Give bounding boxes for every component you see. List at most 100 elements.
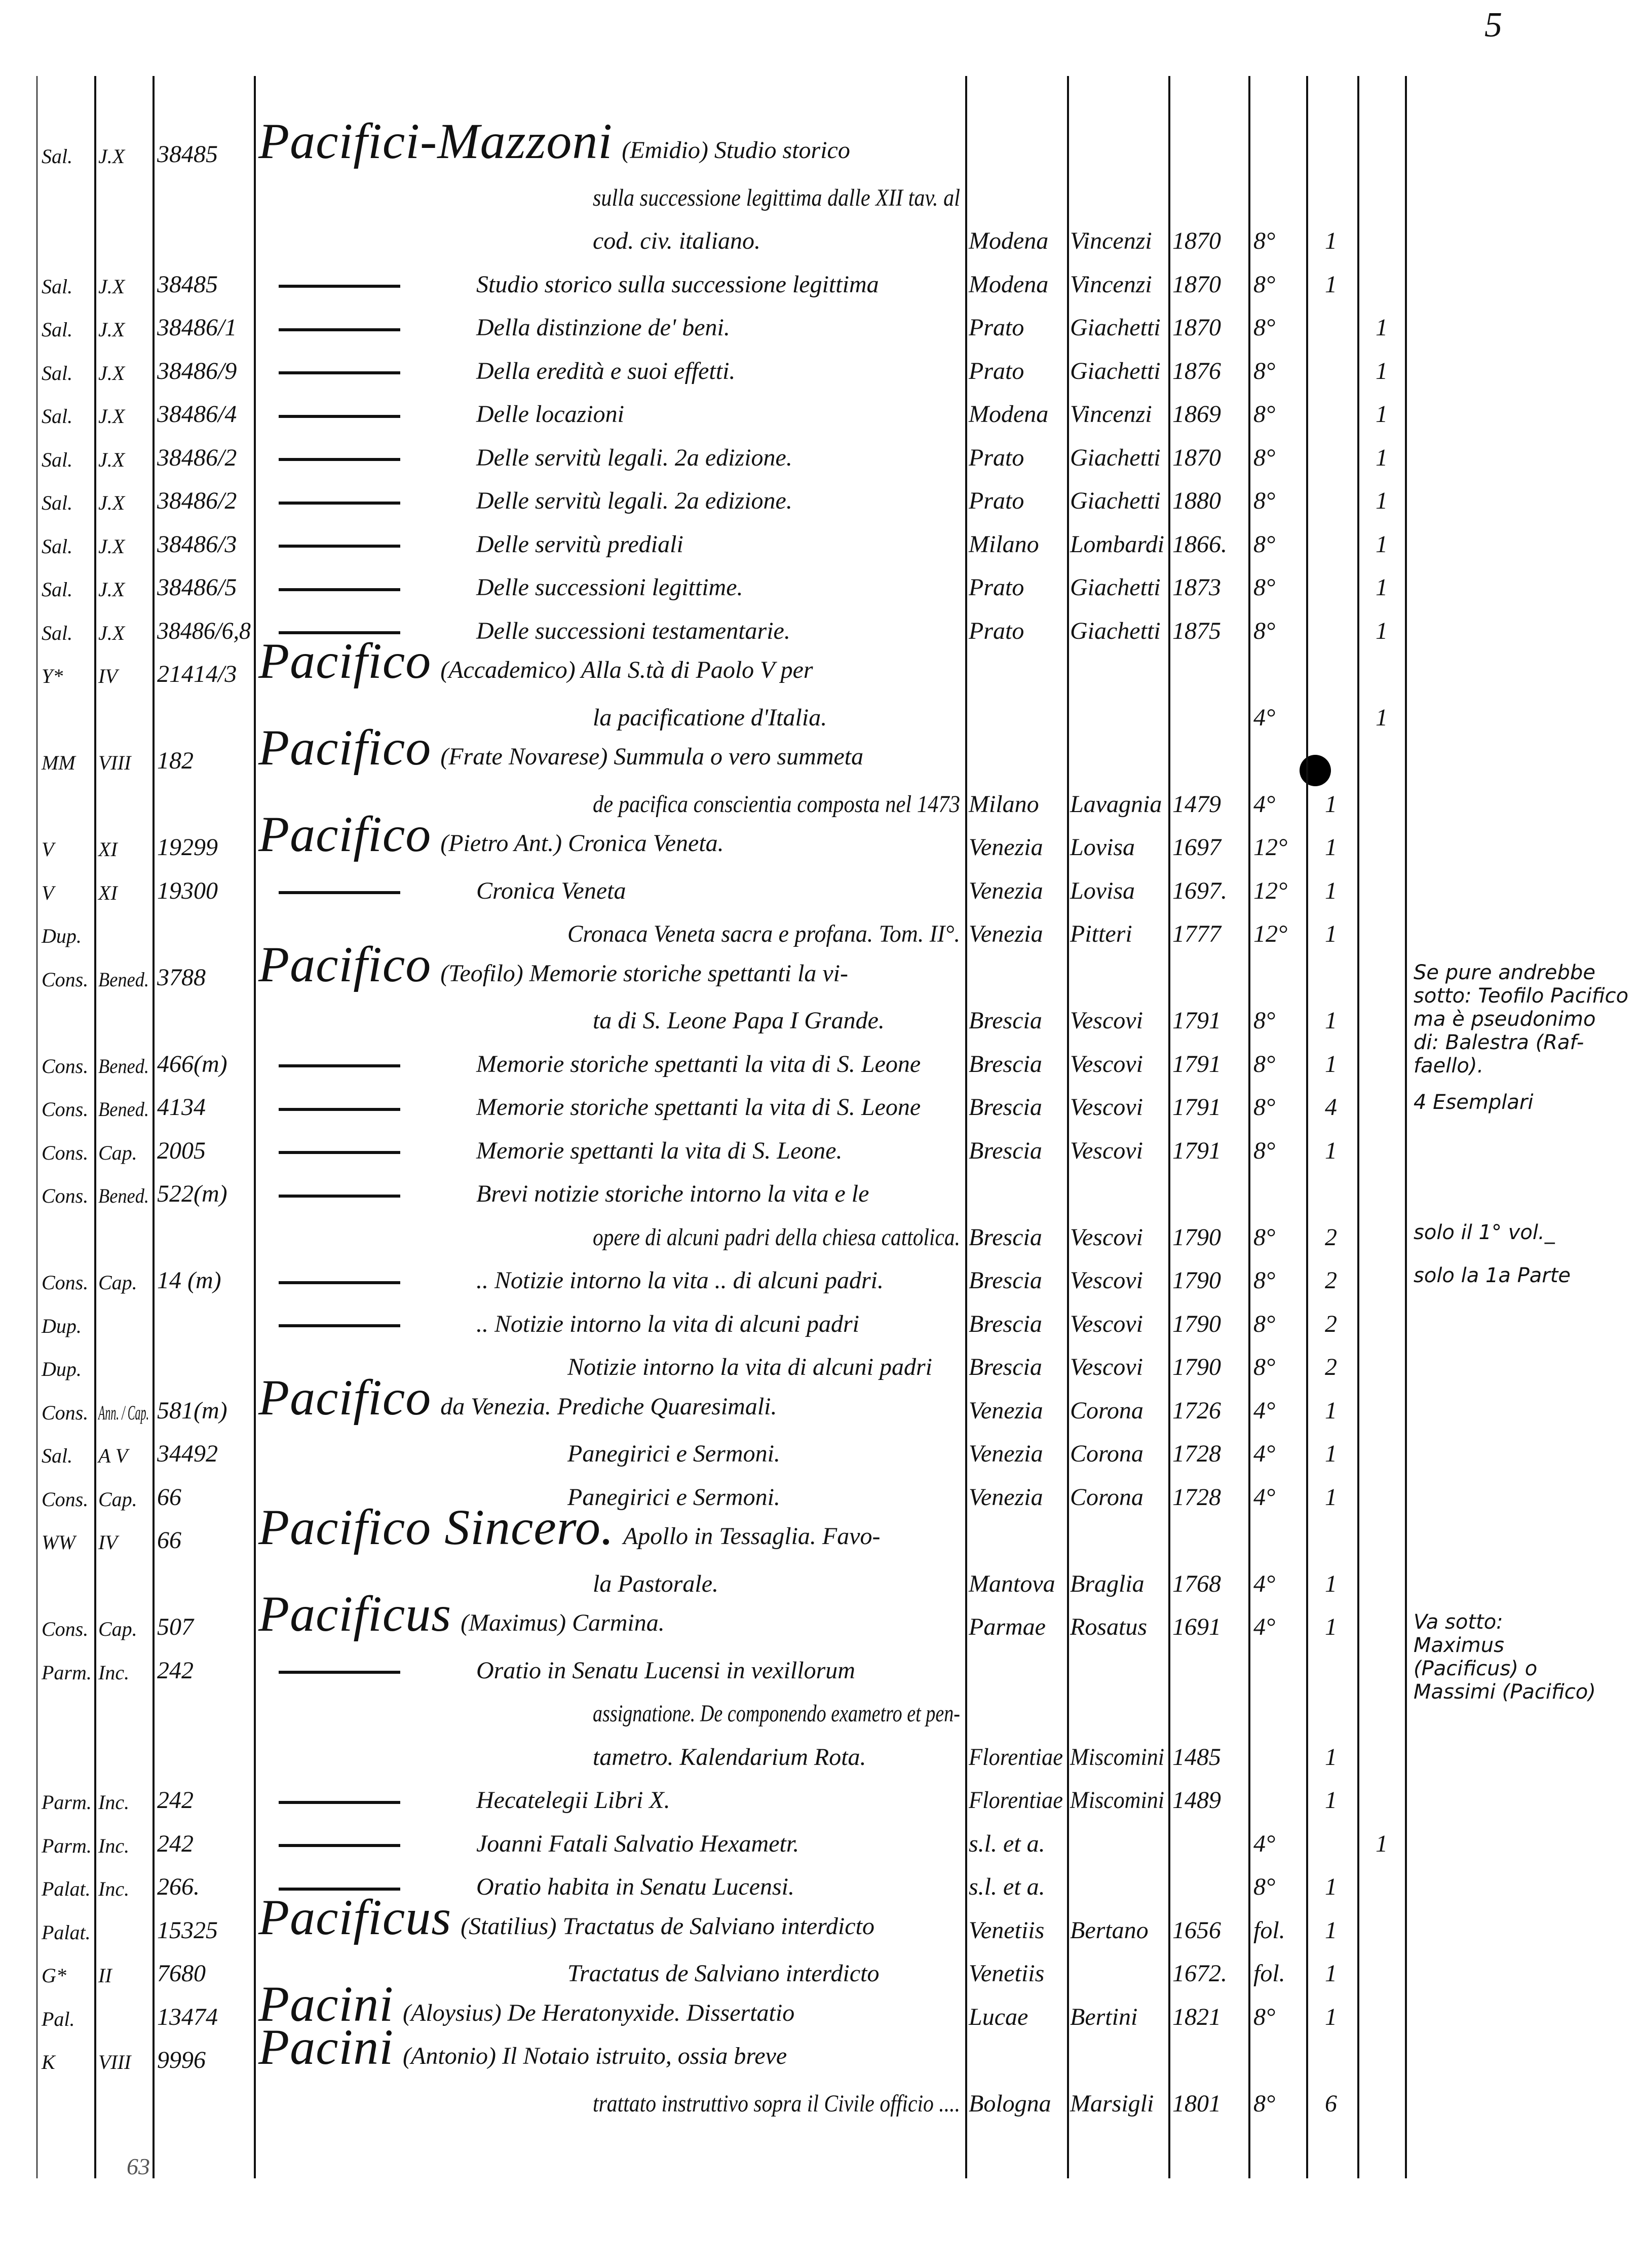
title: la Pastorale. [593,1570,718,1597]
year: 1485 [1172,1743,1221,1771]
title: Studio storico sulla successione legitti… [476,271,879,298]
table-row: Milano Lavagnia 1479 4° 1 de pacifica conscie… [0,774,1640,820]
margin-note: faello). [1414,1054,1484,1078]
format: 8° [1253,227,1276,254]
entry-text: Memorie storiche spettanti la vita di S.… [258,1095,921,1120]
section: J.X [98,145,125,168]
entry-text: Delle locazioni [258,402,624,427]
ditto-dash [279,1064,400,1068]
table-row: V XI 19300 Venezia Lovisa 1697. 12° 1 Cronica Ve… [0,861,1640,906]
section: XI [98,838,118,861]
year: 1801 [1172,2090,1221,2117]
table-row: Dup. Brescia Vescovi 1790 8° 2 Notizie intorno… [0,1337,1640,1382]
copies-a: 1 [1325,834,1337,861]
place: Brescia [969,1267,1042,1294]
year: 1866. [1172,530,1227,558]
shelf-number: 2005 [157,1137,206,1164]
year: 1777 [1172,920,1221,947]
shelf: Sal. [42,1444,73,1467]
author-heading: Pacini [258,1975,394,2032]
place: Modena [969,227,1049,254]
place: Brescia [969,1094,1042,1121]
title: Cronaca Veneta sacra e profana. Tom. II°… [567,920,960,947]
title: Hecatelegii Libri X. [476,1787,670,1814]
title: (Antonio) Il Notaio istruito, ossia brev… [403,2043,787,2069]
title: Memorie storiche spettanti la vita di S.… [476,1094,921,1121]
entry-text: Hecatelegii Libri X. [258,1788,670,1813]
shelf: Y* [42,665,63,687]
title: tametro. Kalendarium Rota. [593,1743,866,1771]
title: Memorie spettanti la vita di S. Leone. [476,1137,843,1164]
entry-text: Delle servitù prediali [258,532,683,557]
section: Inc. [98,1834,130,1857]
section: Inc. [98,1661,130,1684]
place: Venezia [969,920,1043,947]
title: (Aloysius) De Heratonyxide. Dissertatio [403,1999,795,2026]
year: 1697. [1172,877,1227,904]
entry-text: Pacini (Aloysius) De Heratonyxide. Disser… [258,1975,795,2032]
section: J.X [98,578,125,601]
entry-text: Della distinzione de' beni. [258,316,730,340]
place: Brescia [969,1354,1042,1380]
year: 1876 [1172,357,1221,385]
copies-b: 1 [1376,574,1388,601]
copies-b: 1 [1376,704,1388,731]
shelf-number: 581(m) [157,1397,227,1424]
copies-a: 2 [1325,1354,1337,1380]
title: Panegirici e Sermoni. [567,1483,780,1511]
place: Venetiis [969,1960,1045,1987]
shelf: Palat. [42,1920,91,1944]
shelf-number: 466(m) [157,1050,227,1078]
copies-a: 1 [1325,877,1337,904]
shelf: Cons. [42,1098,89,1121]
section: Inc. [98,1791,130,1814]
shelf-number: 21414/3 [157,661,237,687]
shelf: K [42,2051,55,2073]
copies-a: 4 [1325,1094,1337,1121]
table-row: Parm. Inc. 242 Florentiae Miscomini 1489 1 Heca… [0,1770,1640,1816]
shelf-number: 38485 [157,141,218,168]
ditto-dash [279,501,400,505]
column-rule [254,76,256,2178]
copies-a: 1 [1325,2003,1337,2030]
format: 8° [1253,1223,1276,1251]
entry-text: Pacificus (Statilius) Tractatus de Salvia… [258,1892,874,1943]
place: Modena [969,401,1049,428]
format: 12° [1253,920,1288,947]
entry-text: Delle servitù legali. 2a edizione. [258,489,792,513]
title: Oratio in Senatu Lucensi in vexillorum [476,1657,855,1684]
section: J.X [98,621,125,644]
section: Ann. / Cap. [98,1401,149,1424]
format: 8° [1253,1354,1276,1380]
publisher: Giachetti [1070,574,1161,601]
year: 1489 [1172,1787,1221,1814]
year: 1791 [1172,1137,1221,1164]
entry-text: Memorie storiche spettanti la vita di S.… [258,1052,921,1077]
entry-text: Pacini (Antonio) Il Notaio istruito, ossi… [258,2022,787,2072]
format: 4° [1253,1440,1276,1467]
publisher: Lombardi [1070,530,1164,558]
title: Delle servitù legali. 2a edizione. [476,444,792,471]
section: Cap. [98,1618,137,1640]
year: 1870 [1172,444,1221,471]
table-row: Sal. J.X 38486/1 Prato Giachetti 1870 8° 1 Della… [0,297,1640,343]
entry-text: ta di S. Leone Papa I Grande. [593,1009,885,1033]
title: Della distinzione de' beni. [476,314,730,341]
table-row: Palat. 15325 Venetiis Bertano 1656 fol. 1 Pacif… [0,1892,1640,1946]
shelf: Dup. [42,925,82,947]
column-rule [36,76,37,2178]
table-row: Sal. J.X 38486/5 Prato Giachetti 1873 8° 1 Delle… [0,557,1640,603]
shelf: Sal. [42,318,73,341]
section: Cap. [98,1141,137,1164]
table-row: Sal. J.X 38486/6,8 Prato Giachetti 1875 8° 1 Del… [0,601,1640,646]
entry-text: .. Notizie intorno la vita di alcuni pad… [258,1312,859,1336]
table-row: Mantova Braglia 1768 4° 1 la Pastorale. [0,1554,1640,1599]
shelf: V [42,838,54,861]
table-row: Cons. Bened. 466(m) Brescia Vescovi 1791 8° 1 Me… [0,1034,1640,1080]
table-row: sulla successione legittima dalle XII ta… [0,168,1640,213]
margin-note: sotto: Teofilo Pacifico [1414,984,1629,1008]
entry-text: Pacifico da Venezia. Prediche Quaresimali… [258,1372,777,1423]
shelf: MM [42,751,75,774]
title: de pacifica conscientia composta nel 147… [593,790,960,818]
